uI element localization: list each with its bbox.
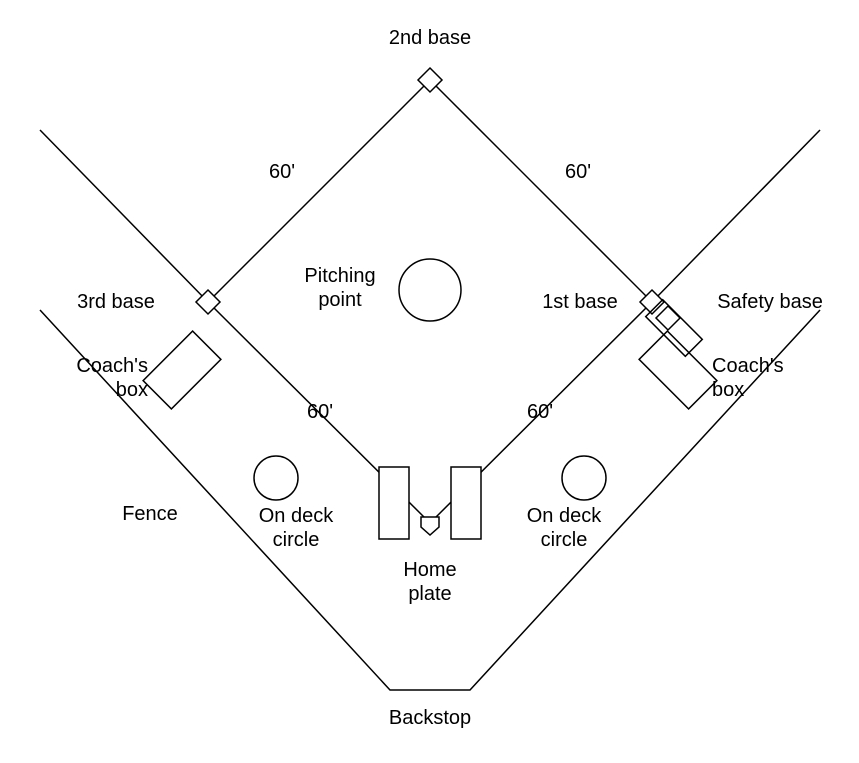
label-pitching-2: point: [318, 289, 362, 311]
batter-box-left: [379, 467, 409, 539]
foul-line-right: [652, 130, 820, 302]
label-ondeck-left-1: On deck: [259, 505, 334, 527]
label-ondeck-right-1: On deck: [527, 505, 602, 527]
label-coach-right-1: Coach's: [712, 355, 784, 377]
label-60-top-right: 60': [565, 161, 591, 183]
on-deck-circle-right: [562, 456, 606, 500]
label-second-base: 2nd base: [389, 27, 471, 49]
pitching-circle: [399, 259, 461, 321]
label-third-base: 3rd base: [77, 291, 155, 313]
home-plate-marker: [421, 517, 439, 535]
safety-base-marker: [656, 306, 680, 330]
label-home-1: Home: [403, 559, 456, 581]
label-first-base: 1st base: [542, 291, 618, 313]
label-ondeck-left-2: circle: [273, 529, 320, 551]
label-coach-right-2: box: [712, 379, 744, 401]
label-coach-left-2: box: [116, 379, 148, 401]
on-deck-circle-left: [254, 456, 298, 500]
coach-box-right: [639, 331, 717, 409]
label-60-bottom-left: 60': [307, 401, 333, 423]
foul-line-left: [40, 130, 208, 302]
coach-box-left: [143, 331, 221, 409]
label-safety-base: Safety base: [717, 291, 823, 313]
label-backstop: Backstop: [389, 707, 471, 729]
baseline-first-second: [430, 80, 652, 302]
label-60-top-left: 60': [269, 161, 295, 183]
running-lane: [646, 300, 703, 357]
label-ondeck-right-2: circle: [541, 529, 588, 551]
label-60-bottom-right: 60': [527, 401, 553, 423]
label-pitching-1: Pitching: [304, 265, 375, 287]
label-home-2: plate: [408, 583, 451, 605]
label-coach-left-1: Coach's: [76, 355, 148, 377]
label-fence: Fence: [122, 503, 178, 525]
baseball-field-diagram: 2nd base 60' 60' 60' 60' Pitchingpoint 3rd bas…: [0, 0, 859, 763]
batter-box-right: [451, 467, 481, 539]
